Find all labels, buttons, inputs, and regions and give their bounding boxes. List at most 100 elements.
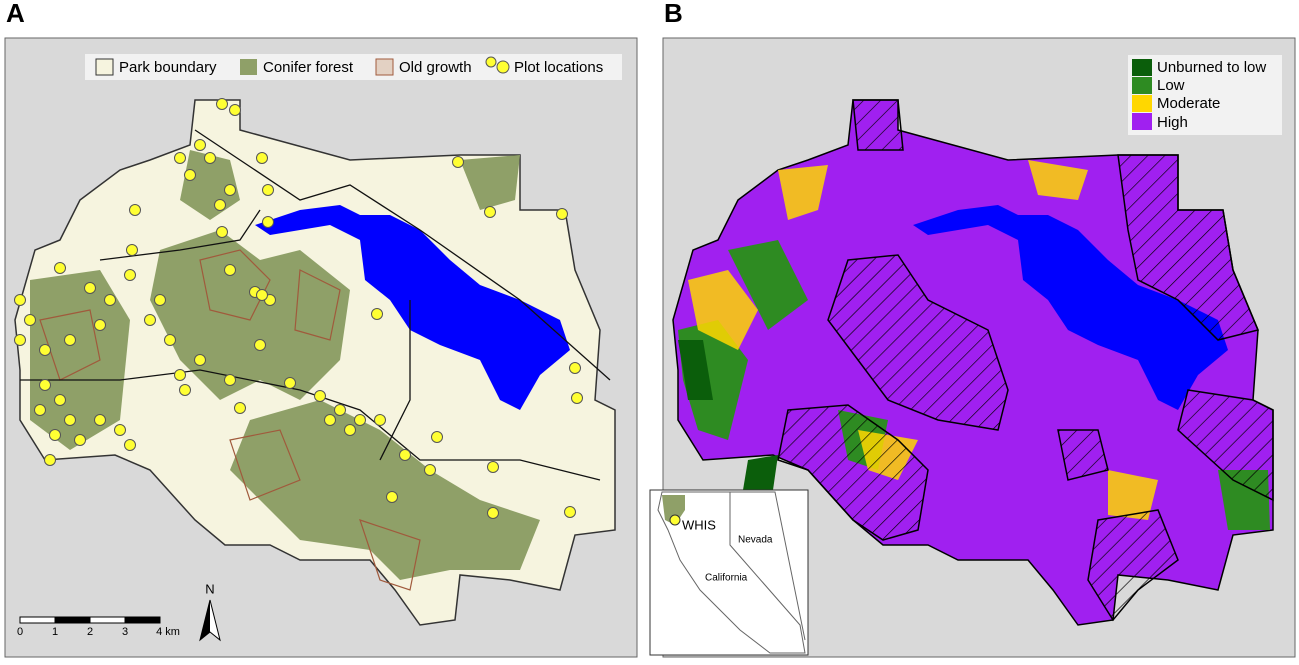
legend-box	[1128, 55, 1282, 135]
plot-location	[114, 424, 126, 436]
plot-location	[284, 377, 296, 389]
legend-label: Old growth	[399, 59, 472, 76]
plot-location	[569, 362, 581, 374]
plot-location	[224, 374, 236, 386]
roads	[20, 129, 611, 481]
plot-location	[224, 184, 236, 196]
scale-label: 0	[17, 626, 23, 638]
plot-location	[179, 384, 191, 396]
burn-severity-map	[672, 99, 1274, 626]
plot-location	[194, 354, 206, 366]
plot-location	[124, 269, 136, 281]
plot-location	[571, 392, 583, 404]
plot-location	[229, 104, 241, 116]
legend-box	[85, 54, 622, 80]
legend-swatch	[1132, 95, 1152, 112]
plot-location	[484, 206, 496, 218]
plot-location	[487, 461, 499, 473]
plot-location	[39, 344, 51, 356]
plot-location	[126, 244, 138, 256]
plot-location	[256, 152, 268, 164]
plot-location	[104, 294, 116, 306]
plot-location	[164, 334, 176, 346]
plot-location	[487, 507, 499, 519]
panel-label: B	[664, 0, 683, 28]
plot-location	[64, 334, 76, 346]
plot-location	[354, 414, 366, 426]
plot-location	[452, 156, 464, 168]
inset-label: Nevada	[738, 535, 773, 546]
plot-location	[194, 139, 206, 151]
legend-swatch	[1132, 59, 1152, 76]
legend-swatch	[95, 58, 114, 76]
plot-location	[564, 506, 576, 518]
legend-label: Conifer forest	[263, 59, 354, 76]
plot-location	[14, 334, 26, 346]
plot-location	[94, 319, 106, 331]
plot-location	[64, 414, 76, 426]
legend-swatch	[375, 58, 394, 76]
plot-location	[431, 431, 443, 443]
scale-bar	[19, 616, 161, 624]
plot-location	[124, 439, 136, 451]
legend-label: High	[1157, 114, 1188, 131]
north-label: N	[205, 581, 214, 596]
plot-location	[34, 404, 46, 416]
plot-location	[371, 308, 383, 320]
scale-label: 4 km	[156, 626, 180, 638]
legend-label: Unburned to low	[1157, 59, 1266, 76]
plot-location	[234, 402, 246, 414]
plot-location	[204, 152, 216, 164]
plot-location	[54, 394, 66, 406]
legend-swatch	[240, 59, 257, 75]
plot-location	[84, 282, 96, 294]
plot-location	[39, 379, 51, 391]
inset-label: California	[705, 573, 748, 584]
plot-location	[14, 294, 26, 306]
legend-label: Park boundary	[119, 59, 217, 76]
plot-location	[54, 262, 66, 274]
plot-location	[324, 414, 336, 426]
plot-location	[144, 314, 156, 326]
legend-swatch	[485, 56, 497, 68]
legend-swatch	[496, 60, 510, 74]
legend-swatch	[1132, 113, 1152, 130]
plot-location	[344, 424, 356, 436]
plot-location	[262, 184, 274, 196]
plot-location	[262, 216, 274, 228]
plot-location	[224, 264, 236, 276]
scale-label: 3	[122, 626, 128, 638]
plot-location	[94, 414, 106, 426]
legend-label: Plot locations	[514, 59, 603, 76]
legend-label: Low	[1157, 77, 1185, 94]
inset-map	[649, 489, 809, 656]
plot-locations	[14, 98, 583, 519]
plot-location	[254, 339, 266, 351]
plot-location	[44, 454, 56, 466]
scale-label: 1	[52, 626, 58, 638]
north-arrow	[200, 600, 210, 640]
plot-location	[174, 369, 186, 381]
panel-label: A	[6, 0, 25, 28]
plot-location	[154, 294, 166, 306]
plot-location	[216, 98, 228, 110]
plot-location	[314, 390, 326, 402]
plot-location	[216, 226, 228, 238]
plot-location	[49, 429, 61, 441]
legend-label: Moderate	[1157, 95, 1220, 112]
scale-label: 2	[87, 626, 93, 638]
plot-location	[399, 449, 411, 461]
plot-location	[24, 314, 36, 326]
plot-location	[556, 208, 568, 220]
plot-location	[184, 169, 196, 181]
legend-swatch	[1132, 77, 1152, 94]
plot-location	[256, 289, 268, 301]
plot-location	[129, 204, 141, 216]
plot-location	[424, 464, 436, 476]
plot-location	[386, 491, 398, 503]
plot-location	[374, 414, 386, 426]
plot-location	[74, 434, 86, 446]
plot-location	[334, 404, 346, 416]
